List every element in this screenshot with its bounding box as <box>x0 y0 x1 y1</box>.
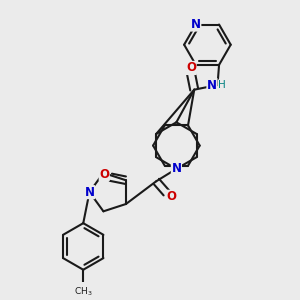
Text: N: N <box>171 162 182 176</box>
Text: O: O <box>99 168 109 181</box>
Text: H: H <box>218 80 226 90</box>
Text: N: N <box>207 79 217 92</box>
Text: CH$_3$: CH$_3$ <box>74 285 93 298</box>
Text: O: O <box>167 190 177 203</box>
Text: O: O <box>186 61 196 74</box>
Text: N: N <box>191 18 201 31</box>
Text: N: N <box>85 186 94 199</box>
